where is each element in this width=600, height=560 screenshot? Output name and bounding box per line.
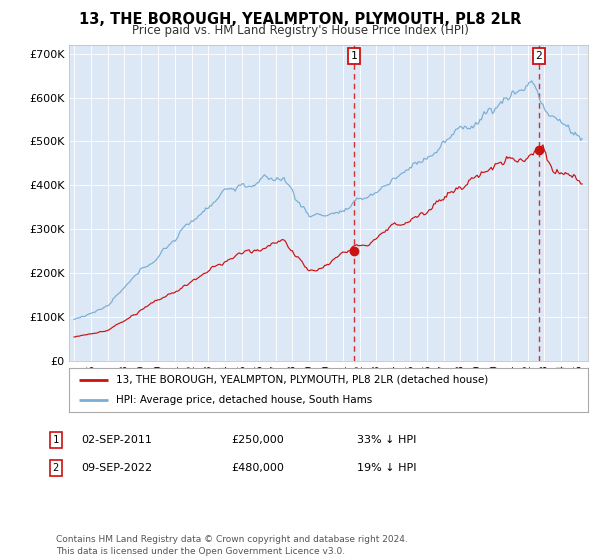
Text: 09-SEP-2022: 09-SEP-2022 [81,463,152,473]
Text: 19% ↓ HPI: 19% ↓ HPI [357,463,416,473]
Text: 2: 2 [535,51,542,61]
Text: HPI: Average price, detached house, South Hams: HPI: Average price, detached house, Sout… [116,395,372,405]
Text: 1: 1 [350,51,358,61]
Text: 02-SEP-2011: 02-SEP-2011 [81,435,152,445]
Text: Price paid vs. HM Land Registry's House Price Index (HPI): Price paid vs. HM Land Registry's House … [131,24,469,36]
Text: £480,000: £480,000 [231,463,284,473]
Text: £250,000: £250,000 [231,435,284,445]
Text: 1: 1 [53,435,59,445]
Text: 13, THE BOROUGH, YEALMPTON, PLYMOUTH, PL8 2LR: 13, THE BOROUGH, YEALMPTON, PLYMOUTH, PL… [79,12,521,27]
Text: Contains HM Land Registry data © Crown copyright and database right 2024.
This d: Contains HM Land Registry data © Crown c… [56,535,407,556]
Text: 33% ↓ HPI: 33% ↓ HPI [357,435,416,445]
Text: 13, THE BOROUGH, YEALMPTON, PLYMOUTH, PL8 2LR (detached house): 13, THE BOROUGH, YEALMPTON, PLYMOUTH, PL… [116,375,488,385]
Text: 2: 2 [53,463,59,473]
